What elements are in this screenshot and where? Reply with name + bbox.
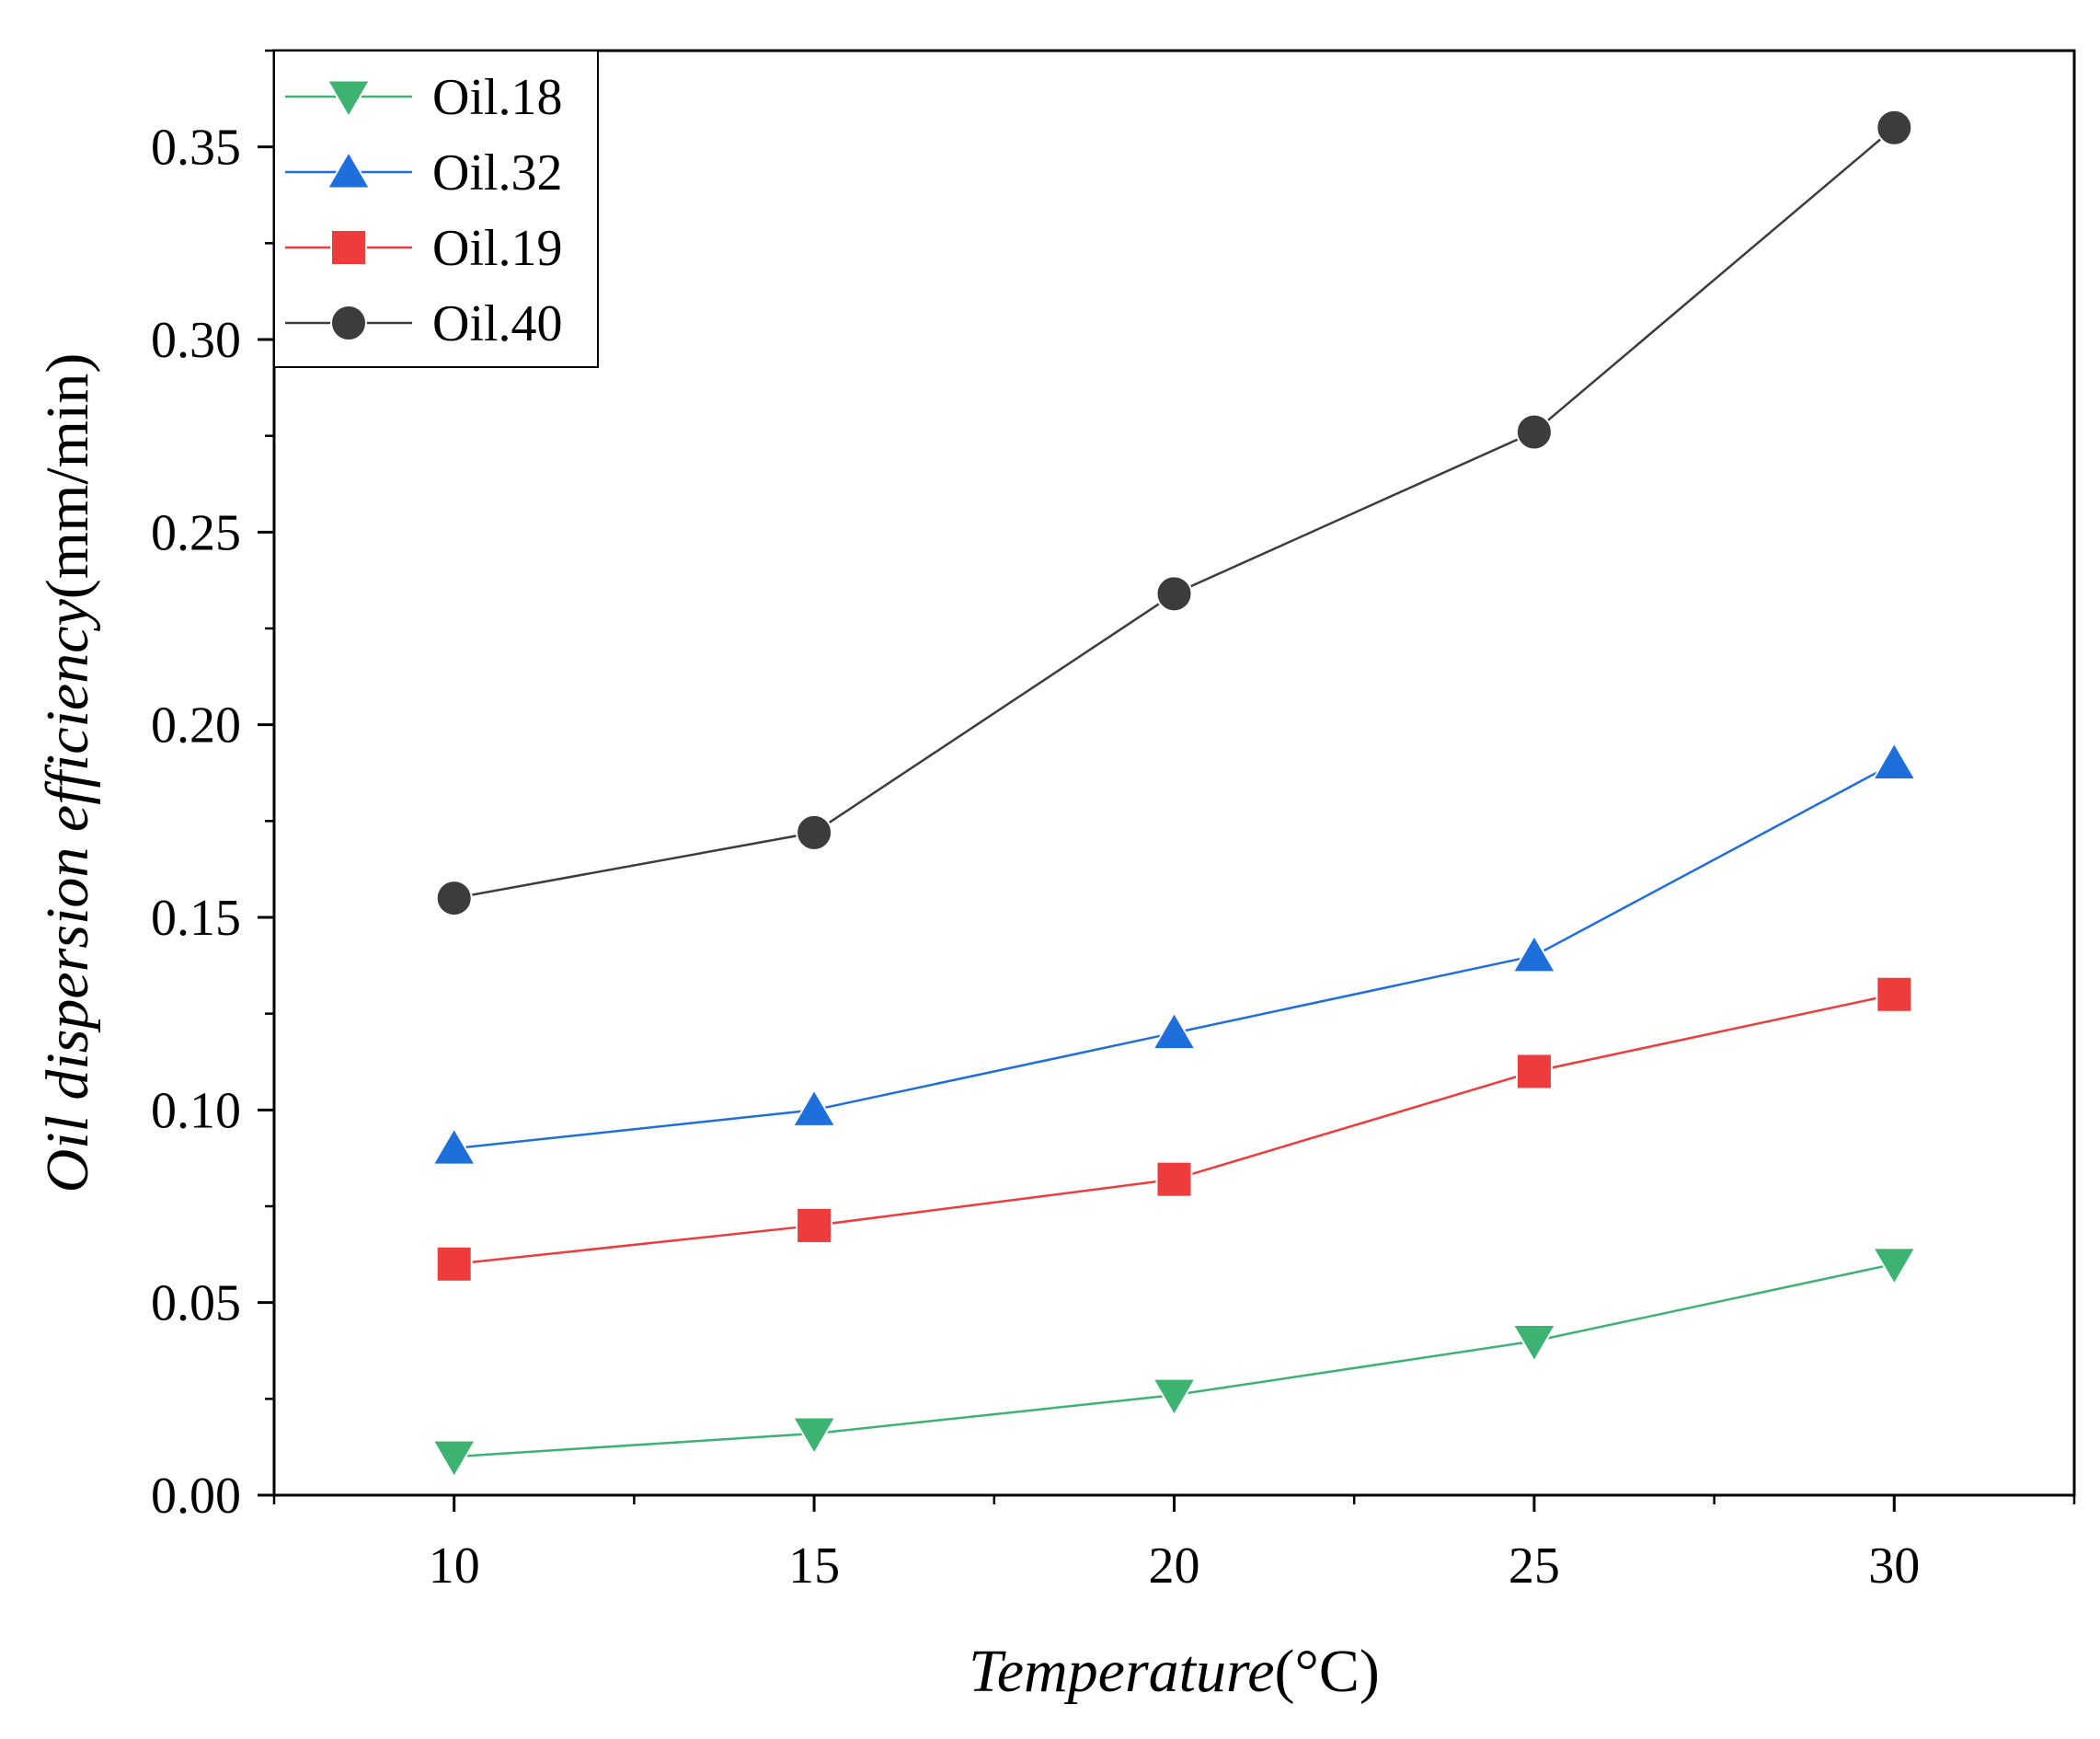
series-line-oil-18 <box>453 1262 1895 1458</box>
legend-label-oil-19: Oil.19 <box>432 220 563 277</box>
x-tick-label: 20 <box>1149 1537 1200 1595</box>
x-axis-title-unit: (°C) <box>1275 1638 1380 1705</box>
data-point-oil-32 <box>1511 934 1557 973</box>
series-oil-32 <box>431 741 1917 1166</box>
data-point-oil-40 <box>435 880 473 917</box>
legend-label-oil-32: Oil.32 <box>432 144 563 202</box>
data-point-oil-40 <box>796 813 833 851</box>
x-axis-title-main: Temperature <box>969 1638 1274 1705</box>
legend-label-oil-18: Oil.18 <box>432 69 563 126</box>
data-point-oil-32 <box>431 1126 477 1166</box>
data-point-oil-19 <box>796 1206 833 1244</box>
series-line-oil-40 <box>453 126 1896 900</box>
y-tick-label: 0.15 <box>151 890 241 947</box>
x-axis-title: Temperature(°C) <box>969 1638 1380 1705</box>
x-tick-label: 25 <box>1509 1537 1560 1595</box>
y-tick-label: 0.20 <box>151 697 241 754</box>
data-point-oil-19 <box>1876 975 1913 1013</box>
data-point-oil-18 <box>1511 1324 1557 1364</box>
data-point-oil-19 <box>1155 1160 1193 1198</box>
legend: Oil.18 Oil.32 Oil.19 Oil.40 <box>273 50 599 368</box>
y-axis-ticks: 0.00 0.05 0.10 0.15 0.20 0.25 0.30 0.35 <box>151 49 274 1525</box>
x-tick-label: 10 <box>429 1537 480 1595</box>
series-layer <box>431 109 1917 1479</box>
y-axis-title-unit: (mm/min) <box>34 353 101 600</box>
legend-label-oil-40: Oil.40 <box>432 295 563 352</box>
y-tick-label: 0.25 <box>151 504 241 561</box>
x-tick-label: 15 <box>788 1537 840 1595</box>
y-tick-label: 0.05 <box>151 1275 241 1332</box>
legend-marker-oil-19 <box>330 229 367 266</box>
data-point-oil-32 <box>1151 1010 1198 1051</box>
y-axis-title-main: Oil dispersion efficiency <box>34 599 101 1193</box>
data-point-oil-32 <box>791 1088 837 1127</box>
y-tick-label: 0.00 <box>151 1468 241 1525</box>
legend-marker-oil-40 <box>330 305 367 341</box>
y-tick-label: 0.35 <box>151 120 241 177</box>
data-point-oil-18 <box>1151 1377 1198 1417</box>
legend-entry-oil-19: Oil.19 <box>285 220 563 277</box>
y-tick-label: 0.30 <box>151 312 241 369</box>
y-axis-title: Oil dispersion efficiency(mm/min) <box>34 353 101 1193</box>
legend-entry-oil-32: Oil.32 <box>285 144 563 202</box>
data-point-oil-40 <box>1515 413 1553 451</box>
data-point-oil-40 <box>1155 575 1193 613</box>
data-point-oil-32 <box>1871 741 1917 781</box>
y-tick-label: 0.10 <box>151 1082 241 1139</box>
data-point-oil-19 <box>435 1245 473 1283</box>
data-point-oil-18 <box>791 1416 837 1456</box>
legend-entry-oil-40: Oil.40 <box>285 295 563 352</box>
legend-entry-oil-18: Oil.18 <box>285 69 563 126</box>
series-oil-18 <box>431 1247 1917 1479</box>
series-oil-19 <box>435 975 1913 1283</box>
data-point-oil-40 <box>1876 109 1913 146</box>
series-oil-40 <box>435 109 1913 917</box>
x-axis-ticks: 10 15 20 25 30 <box>272 1495 2076 1595</box>
legend-box <box>273 50 599 368</box>
legend-marker-oil-18 <box>326 79 372 119</box>
data-point-oil-19 <box>1515 1053 1553 1090</box>
legend-marker-oil-32 <box>326 150 372 190</box>
data-point-oil-18 <box>1871 1247 1917 1286</box>
x-tick-label: 30 <box>1868 1537 1920 1595</box>
data-point-oil-18 <box>431 1439 477 1479</box>
series-line-oil-32 <box>453 762 1895 1150</box>
